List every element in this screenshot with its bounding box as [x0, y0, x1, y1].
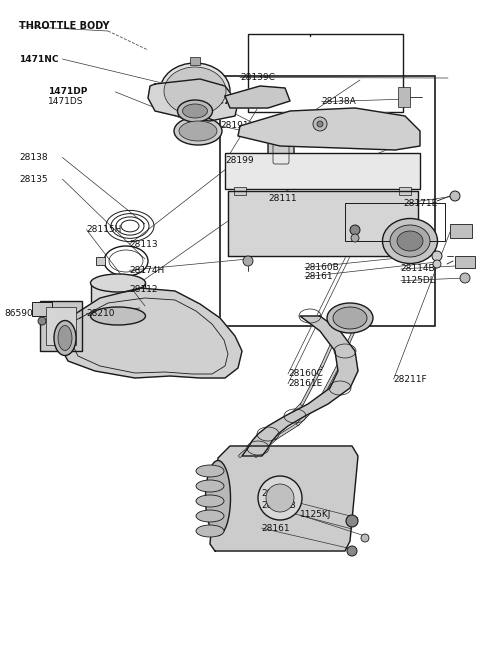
Text: 28160C: 28160C — [288, 369, 323, 379]
Polygon shape — [148, 79, 238, 121]
Text: 28199: 28199 — [226, 156, 254, 165]
Ellipse shape — [333, 307, 367, 329]
Text: 86590: 86590 — [5, 309, 34, 318]
Polygon shape — [242, 316, 358, 456]
Ellipse shape — [182, 104, 207, 118]
Text: 28190: 28190 — [262, 489, 290, 498]
Bar — [96, 257, 105, 265]
Circle shape — [350, 225, 360, 235]
Ellipse shape — [196, 495, 224, 507]
Polygon shape — [210, 446, 358, 551]
Bar — [345, 203, 445, 241]
Text: 28138A: 28138A — [322, 97, 356, 106]
Circle shape — [351, 234, 359, 242]
Ellipse shape — [174, 117, 222, 145]
Circle shape — [243, 256, 253, 266]
Polygon shape — [238, 108, 420, 150]
Text: 28171E: 28171E — [403, 199, 437, 208]
Text: 28115H: 28115H — [86, 225, 122, 234]
Bar — [220, 76, 435, 326]
Bar — [40, 301, 82, 351]
Text: 1471NC: 1471NC — [19, 54, 59, 64]
Bar — [46, 307, 76, 345]
Ellipse shape — [196, 465, 224, 477]
Ellipse shape — [257, 127, 279, 137]
Text: 28161: 28161 — [305, 272, 334, 281]
Text: 28113: 28113 — [130, 239, 158, 249]
Text: 1125DL: 1125DL — [401, 276, 435, 285]
Bar — [190, 57, 200, 65]
Text: 28174H: 28174H — [130, 266, 165, 275]
Bar — [225, 153, 420, 189]
Text: 28211F: 28211F — [394, 375, 427, 384]
Text: 28191: 28191 — [221, 121, 250, 131]
Ellipse shape — [54, 321, 76, 356]
Ellipse shape — [327, 303, 373, 333]
Ellipse shape — [196, 525, 224, 537]
Text: 28112: 28112 — [130, 285, 158, 295]
Circle shape — [361, 534, 369, 542]
Ellipse shape — [383, 218, 437, 264]
Text: THROTTLE BODY: THROTTLE BODY — [19, 21, 110, 31]
Bar — [91, 283, 145, 316]
Circle shape — [450, 191, 460, 201]
Ellipse shape — [397, 231, 423, 251]
Circle shape — [317, 121, 323, 127]
Bar — [399, 187, 411, 195]
Ellipse shape — [91, 307, 145, 325]
Ellipse shape — [179, 121, 217, 141]
Text: 28138: 28138 — [19, 153, 48, 162]
Circle shape — [347, 546, 357, 556]
Circle shape — [258, 476, 302, 520]
Ellipse shape — [196, 480, 224, 492]
Text: 1125KJ: 1125KJ — [300, 510, 331, 520]
Ellipse shape — [390, 225, 430, 257]
Circle shape — [266, 484, 294, 512]
Text: 28160B: 28160B — [305, 263, 339, 272]
Text: 28110: 28110 — [269, 136, 298, 146]
Ellipse shape — [164, 67, 226, 115]
Text: 1471DP: 1471DP — [48, 87, 87, 96]
Bar — [234, 187, 246, 195]
Text: 28210: 28210 — [86, 309, 115, 318]
Circle shape — [433, 260, 441, 268]
Bar — [248, 34, 403, 112]
Circle shape — [432, 251, 442, 261]
Text: 28114B: 28114B — [401, 264, 435, 274]
Polygon shape — [225, 86, 290, 108]
Text: 28139C: 28139C — [240, 73, 275, 82]
Text: 28111: 28111 — [269, 194, 298, 203]
Bar — [398, 87, 410, 107]
Ellipse shape — [91, 274, 145, 292]
Bar — [32, 302, 52, 316]
Text: 28161: 28161 — [262, 523, 290, 533]
Ellipse shape — [196, 510, 224, 522]
FancyBboxPatch shape — [268, 130, 294, 170]
Circle shape — [38, 317, 46, 325]
Circle shape — [346, 515, 358, 527]
Ellipse shape — [205, 461, 230, 535]
Text: 28160B: 28160B — [262, 501, 296, 510]
Polygon shape — [228, 191, 418, 256]
Polygon shape — [58, 288, 242, 378]
Ellipse shape — [178, 100, 213, 122]
Circle shape — [460, 273, 470, 283]
Text: 1471DS: 1471DS — [48, 97, 84, 106]
Circle shape — [313, 117, 327, 131]
Text: 28161E: 28161E — [288, 379, 322, 388]
Text: 28135: 28135 — [19, 174, 48, 184]
Bar — [450, 224, 472, 238]
Text: 1471EG: 1471EG — [211, 97, 250, 106]
Ellipse shape — [160, 63, 230, 119]
Bar — [455, 256, 475, 268]
Ellipse shape — [58, 325, 72, 350]
